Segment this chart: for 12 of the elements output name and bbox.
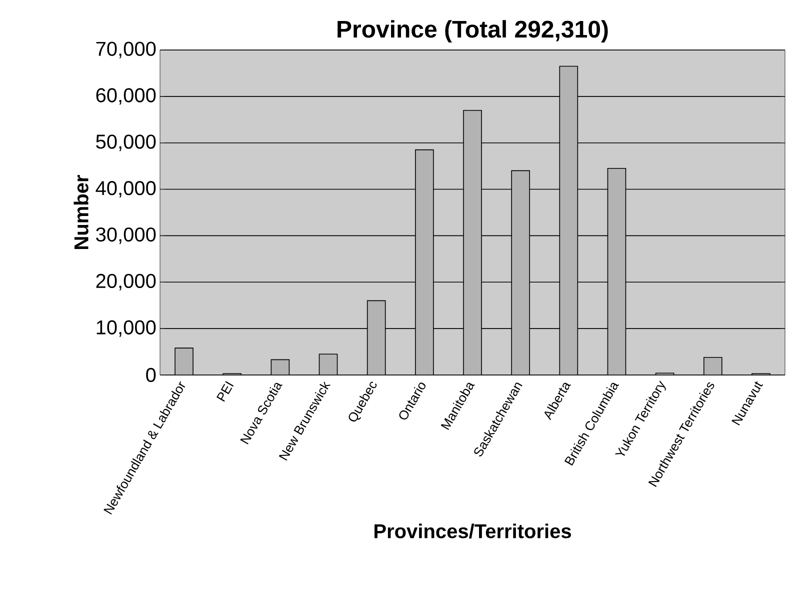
- x-tick-label: PEI: [216, 381, 234, 402]
- y-tick-label: 0: [146, 368, 156, 382]
- y-axis-title: Number: [74, 175, 88, 249]
- y-tick-label: 60,000: [96, 88, 156, 105]
- chart-title: Province (Total 292,310): [338, 20, 608, 42]
- y-tick-label: 20,000: [96, 274, 156, 290]
- y-tick-label: 10,000: [96, 320, 156, 337]
- y-tick-label: 40,000: [96, 181, 156, 198]
- y-tick-label: 50,000: [96, 134, 156, 152]
- y-tick-label: 70,000: [96, 42, 156, 58]
- x-axis-title: Provinces/Territories: [374, 524, 571, 538]
- y-tick-label: 30,000: [96, 227, 156, 244]
